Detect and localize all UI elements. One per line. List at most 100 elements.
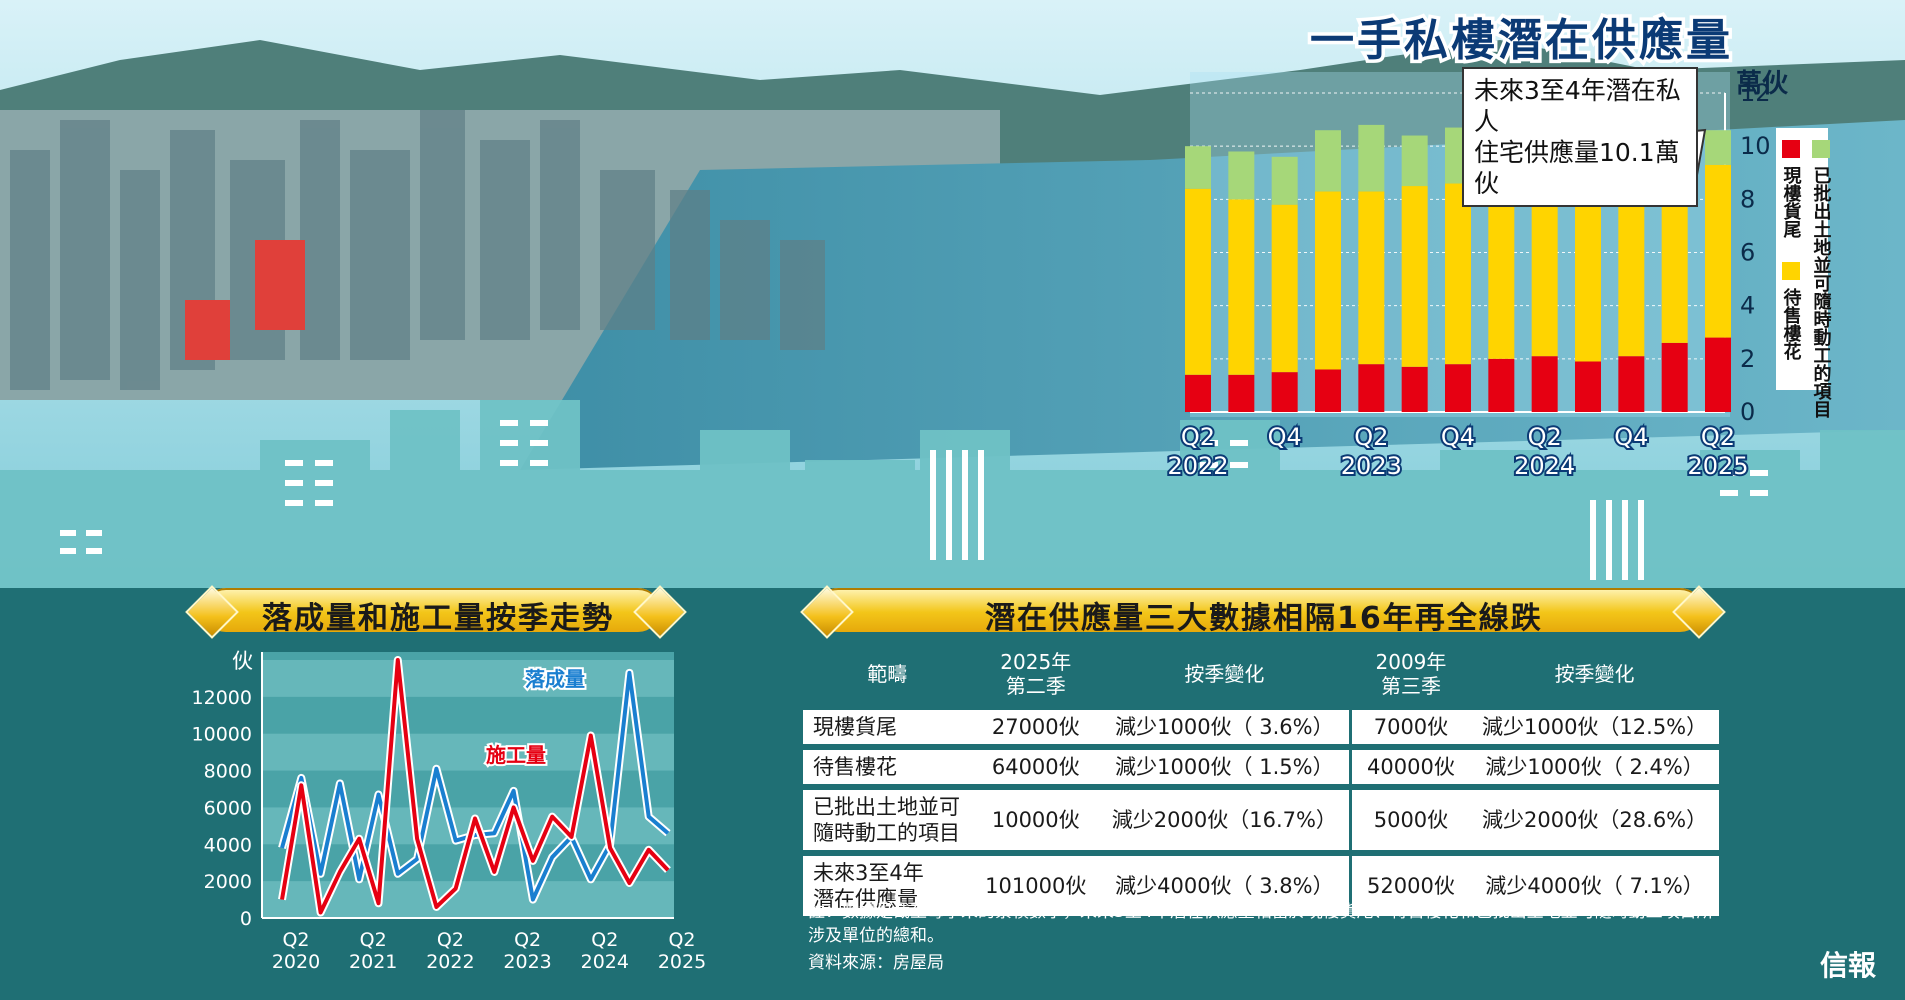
bar-segment: [1315, 130, 1341, 192]
x-tick-label: Q2: [514, 929, 541, 951]
table-header-cell: 2025年 第二季: [1000, 650, 1072, 698]
legend-label: 已批出土地並可隨時動工的項目: [1811, 166, 1832, 418]
x-tick-year: 2024: [1514, 452, 1575, 480]
left-header-title: 落成量和施工量按季走勢: [262, 601, 614, 636]
table-row-label: 待售樓花: [803, 750, 972, 784]
table-cell: 減少2000伙（16.7%）: [1099, 790, 1352, 850]
y-tick-label: 4000: [204, 834, 252, 856]
left-header-bar: [204, 588, 660, 632]
bar-segment: [1228, 151, 1255, 200]
table-cell: 減少2000伙（28.6%）: [1470, 790, 1719, 850]
bar-segment: [1705, 164, 1731, 338]
series-line: [280, 670, 670, 902]
bar-segment: [1401, 186, 1428, 367]
x-tick-label: Q2: [668, 929, 695, 951]
series-label: 落成量: [525, 667, 585, 691]
table-header-cell: 範疇: [867, 662, 908, 686]
bar-segment: [1401, 366, 1428, 412]
x-tick-label: Q2: [591, 929, 618, 951]
right-header-title: 潛在供應量三大數據相隔16年再全線跌: [985, 601, 1543, 636]
supply-table: 範疇 2025年 第二季 按季變化 2009年 第三季 按季變化 現樓貨尾 270…: [803, 638, 1719, 922]
x-tick-label: Q2: [1528, 423, 1562, 451]
series-line: [280, 658, 670, 915]
y-tick-label: 12000: [192, 687, 252, 709]
x-tick-year: 2024: [581, 951, 629, 973]
bar-segment: [1315, 191, 1341, 370]
legend-label: 現樓貨尾: [1781, 166, 1802, 239]
table-cell: 減少1000伙（ 2.4%）: [1470, 750, 1719, 784]
table-body: 現樓貨尾 27000伙 減少1000伙（ 3.6%） 7000伙 減少1000伙（12.…: [803, 710, 1719, 916]
y-tick-label: 6: [1740, 239, 1755, 267]
bar-segment: [1705, 337, 1731, 412]
x-tick-year: 2025: [658, 951, 706, 973]
bar-segment: [1401, 135, 1428, 187]
skyline-overlay: [0, 400, 1905, 590]
x-tick-year: 2023: [1341, 452, 1402, 480]
y-tick-label: 8000: [204, 761, 252, 783]
y-tick-label: 8: [1740, 185, 1755, 213]
table-cell: 52000伙: [1351, 856, 1471, 916]
bar-segment: [1488, 358, 1515, 412]
table-cell: 減少4000伙（ 7.1%）: [1470, 856, 1719, 916]
table-row: 待售樓花 64000伙 減少1000伙（ 1.5%） 40000伙 減少1000伙（ 2…: [803, 750, 1719, 784]
y-tick-label: 4: [1740, 292, 1755, 320]
callout-line-1: 未來3至4年潛在私人: [1474, 76, 1681, 136]
y-tick-label: 2000: [204, 871, 252, 893]
x-tick-year: 2025: [1687, 452, 1748, 480]
table-header-cell: 按季變化: [1100, 644, 1352, 704]
table-cell: 減少1000伙（12.5%）: [1470, 710, 1719, 744]
table-cell: 7000伙: [1351, 710, 1471, 744]
table-cell: 64000伙: [971, 750, 1100, 784]
bar-segment: [1185, 374, 1211, 412]
bar-segment: [1271, 156, 1298, 205]
x-tick-label: Q4: [1268, 423, 1302, 451]
line-chart: 020004000600080001000012000伙落成量施工量Q22020…: [192, 649, 707, 973]
x-tick-year: 2020: [272, 951, 320, 973]
x-tick-year: 2021: [349, 951, 397, 973]
y-axis-unit: 伙: [232, 649, 253, 673]
x-tick-label: Q2: [437, 929, 464, 951]
legend-box: [1776, 128, 1828, 390]
table-header-cell: 2009年 第三季: [1375, 650, 1447, 698]
table-header-row: 範疇 2025年 第二季 按季變化 2009年 第三季 按季變化: [803, 644, 1719, 704]
callout-box: 未來3至4年潛在私人 住宅供應量10.1萬伙: [1462, 67, 1698, 207]
table-row-label: 未來3至4年 潛在供應量: [803, 856, 972, 916]
x-tick-label: Q4: [1441, 423, 1475, 451]
series-label: 施工量: [486, 743, 546, 767]
bar-segment: [1705, 130, 1731, 165]
main-title: 一手私樓潛在供應量: [1310, 15, 1733, 66]
publisher-logo: 信報: [1820, 949, 1877, 982]
y-tick-label: 10000: [192, 724, 252, 746]
x-tick-year: 2023: [503, 951, 551, 973]
y-tick-label: 6000: [204, 797, 252, 819]
x-tick-label: Q2: [1354, 423, 1388, 451]
bar-segment: [1358, 191, 1385, 365]
table-header-cell: 按季變化: [1554, 662, 1635, 686]
plot-band: [262, 733, 674, 771]
bar-segment: [1315, 369, 1341, 412]
bar-segment: [1228, 374, 1255, 412]
table-cell: 27000伙: [971, 710, 1100, 744]
table-row: 未來3至4年 潛在供應量 101000伙 減少4000伙（ 3.8%） 52000伙減…: [803, 856, 1719, 916]
y-axis-unit: 萬伙: [1736, 69, 1789, 99]
right-header-bar: [816, 588, 1702, 632]
table-row-label: 已批出土地並可 隨時動工的項目: [803, 790, 972, 850]
table-cell: 減少1000伙（ 3.6%）: [1099, 710, 1352, 744]
x-tick-year: 2022: [426, 951, 474, 973]
footnote: 註：數據是截至每季末的累積數字，未來3至4年潛在供應量相當於現樓貨尾、待售樓花和…: [808, 902, 1714, 946]
table-row-label: 現樓貨尾: [803, 710, 972, 744]
table-cell: 101000伙: [971, 856, 1100, 916]
bar-segment: [1531, 356, 1558, 412]
x-tick-label: Q4: [1614, 423, 1648, 451]
bar-segment: [1661, 342, 1688, 412]
bar-segment: [1358, 124, 1385, 192]
legend-swatch: [1782, 262, 1800, 280]
y-tick-label: 2: [1740, 345, 1755, 373]
x-tick-label: Q2: [1701, 423, 1735, 451]
table-cell: 10000伙: [971, 790, 1100, 850]
table-row: 現樓貨尾 27000伙 減少1000伙（ 3.6%） 7000伙 減少1000伙（12.…: [803, 710, 1719, 744]
bar-segment: [1445, 364, 1471, 412]
table-cell: 減少4000伙（ 3.8%）: [1099, 856, 1352, 916]
bar-segment: [1358, 364, 1385, 412]
